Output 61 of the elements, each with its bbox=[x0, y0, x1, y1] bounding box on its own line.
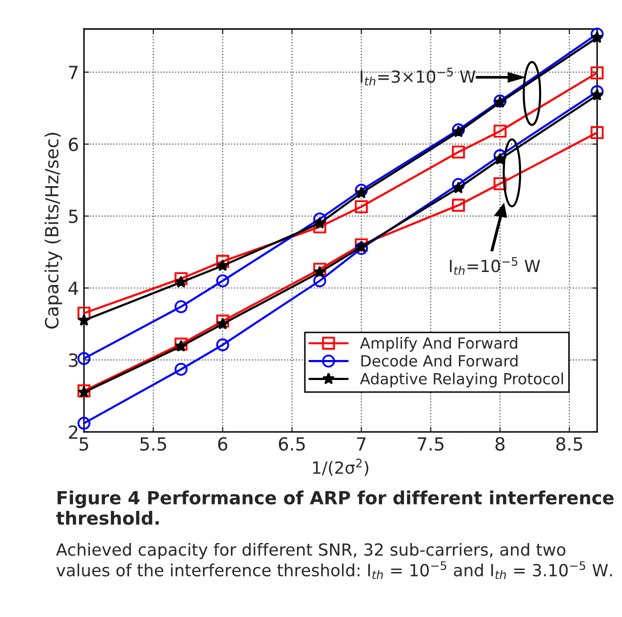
point bbox=[216, 338, 230, 352]
point bbox=[590, 28, 604, 40]
x-tick-label: 7 bbox=[357, 437, 366, 450]
x-tick-label: 7.5 bbox=[418, 437, 444, 451]
point bbox=[354, 184, 368, 197]
annotation: I$_{th}$=3×10$^{−5}$ W bbox=[360, 68, 476, 86]
x-tick-label: 6 bbox=[218, 437, 228, 451]
point bbox=[313, 262, 326, 276]
point bbox=[174, 362, 188, 376]
point bbox=[216, 318, 229, 330]
point bbox=[313, 212, 326, 226]
point bbox=[174, 276, 188, 288]
point bbox=[216, 314, 230, 328]
legend-label: Amplify And Forward bbox=[360, 336, 518, 352]
point bbox=[452, 146, 465, 158]
x-tick-label: 8 bbox=[496, 437, 505, 451]
point bbox=[590, 126, 604, 140]
x-tick-label: 5 bbox=[80, 437, 88, 451]
point bbox=[354, 242, 368, 255]
text: Achieved capacity for different SNR, 32 sub-carriers, and two values of the interference threshold: I$_{th}$ = 10$^{−5}$ and I$_{th}$ = 3.10$^{−5}$ W. bbox=[56, 542, 612, 579]
annotation: I$_{th}$=10$^{−5}$ W bbox=[450, 257, 540, 275]
x-tick-label: 5.5 bbox=[140, 437, 166, 451]
y-tick-label: 2 bbox=[68, 425, 78, 439]
point bbox=[314, 216, 326, 229]
point bbox=[590, 66, 604, 80]
point bbox=[494, 124, 506, 138]
y-tick-label: 4 bbox=[68, 282, 78, 295]
y-tick-label: 3 bbox=[69, 353, 78, 368]
point bbox=[78, 314, 90, 326]
point bbox=[494, 177, 506, 190]
x-tick-label: 6.5 bbox=[278, 437, 305, 451]
point bbox=[354, 238, 368, 252]
point bbox=[78, 306, 90, 320]
point bbox=[590, 31, 604, 44]
point bbox=[216, 254, 230, 268]
point bbox=[590, 85, 604, 98]
point bbox=[452, 198, 465, 212]
point bbox=[314, 266, 326, 278]
point bbox=[313, 274, 326, 288]
point bbox=[78, 416, 90, 430]
point bbox=[313, 220, 326, 234]
point bbox=[78, 352, 90, 365]
text: Figure 4 Performance of ARP for different interference threshold. bbox=[56, 490, 614, 525]
point bbox=[590, 88, 604, 101]
y-tick-label: 5 bbox=[69, 210, 78, 224]
point bbox=[174, 272, 188, 286]
point bbox=[174, 300, 188, 314]
y-axis-title: Capacity (Bits/Hz/sec) bbox=[44, 132, 62, 329]
x-axis-title: 1/(2σ$^{2}$) bbox=[313, 458, 368, 476]
y-tick-label: 6 bbox=[68, 138, 78, 152]
point bbox=[452, 178, 465, 191]
point bbox=[355, 186, 368, 198]
legend-label: Decode And Forward bbox=[361, 354, 518, 367]
point bbox=[452, 182, 465, 194]
point bbox=[216, 259, 229, 272]
x-tick-label: 8.5 bbox=[556, 437, 582, 451]
point bbox=[355, 240, 368, 252]
legend-label: Adaptive Relaying Protocol bbox=[360, 372, 563, 388]
point bbox=[354, 200, 368, 214]
y-tick-label: 7 bbox=[69, 66, 78, 80]
point bbox=[216, 274, 230, 288]
